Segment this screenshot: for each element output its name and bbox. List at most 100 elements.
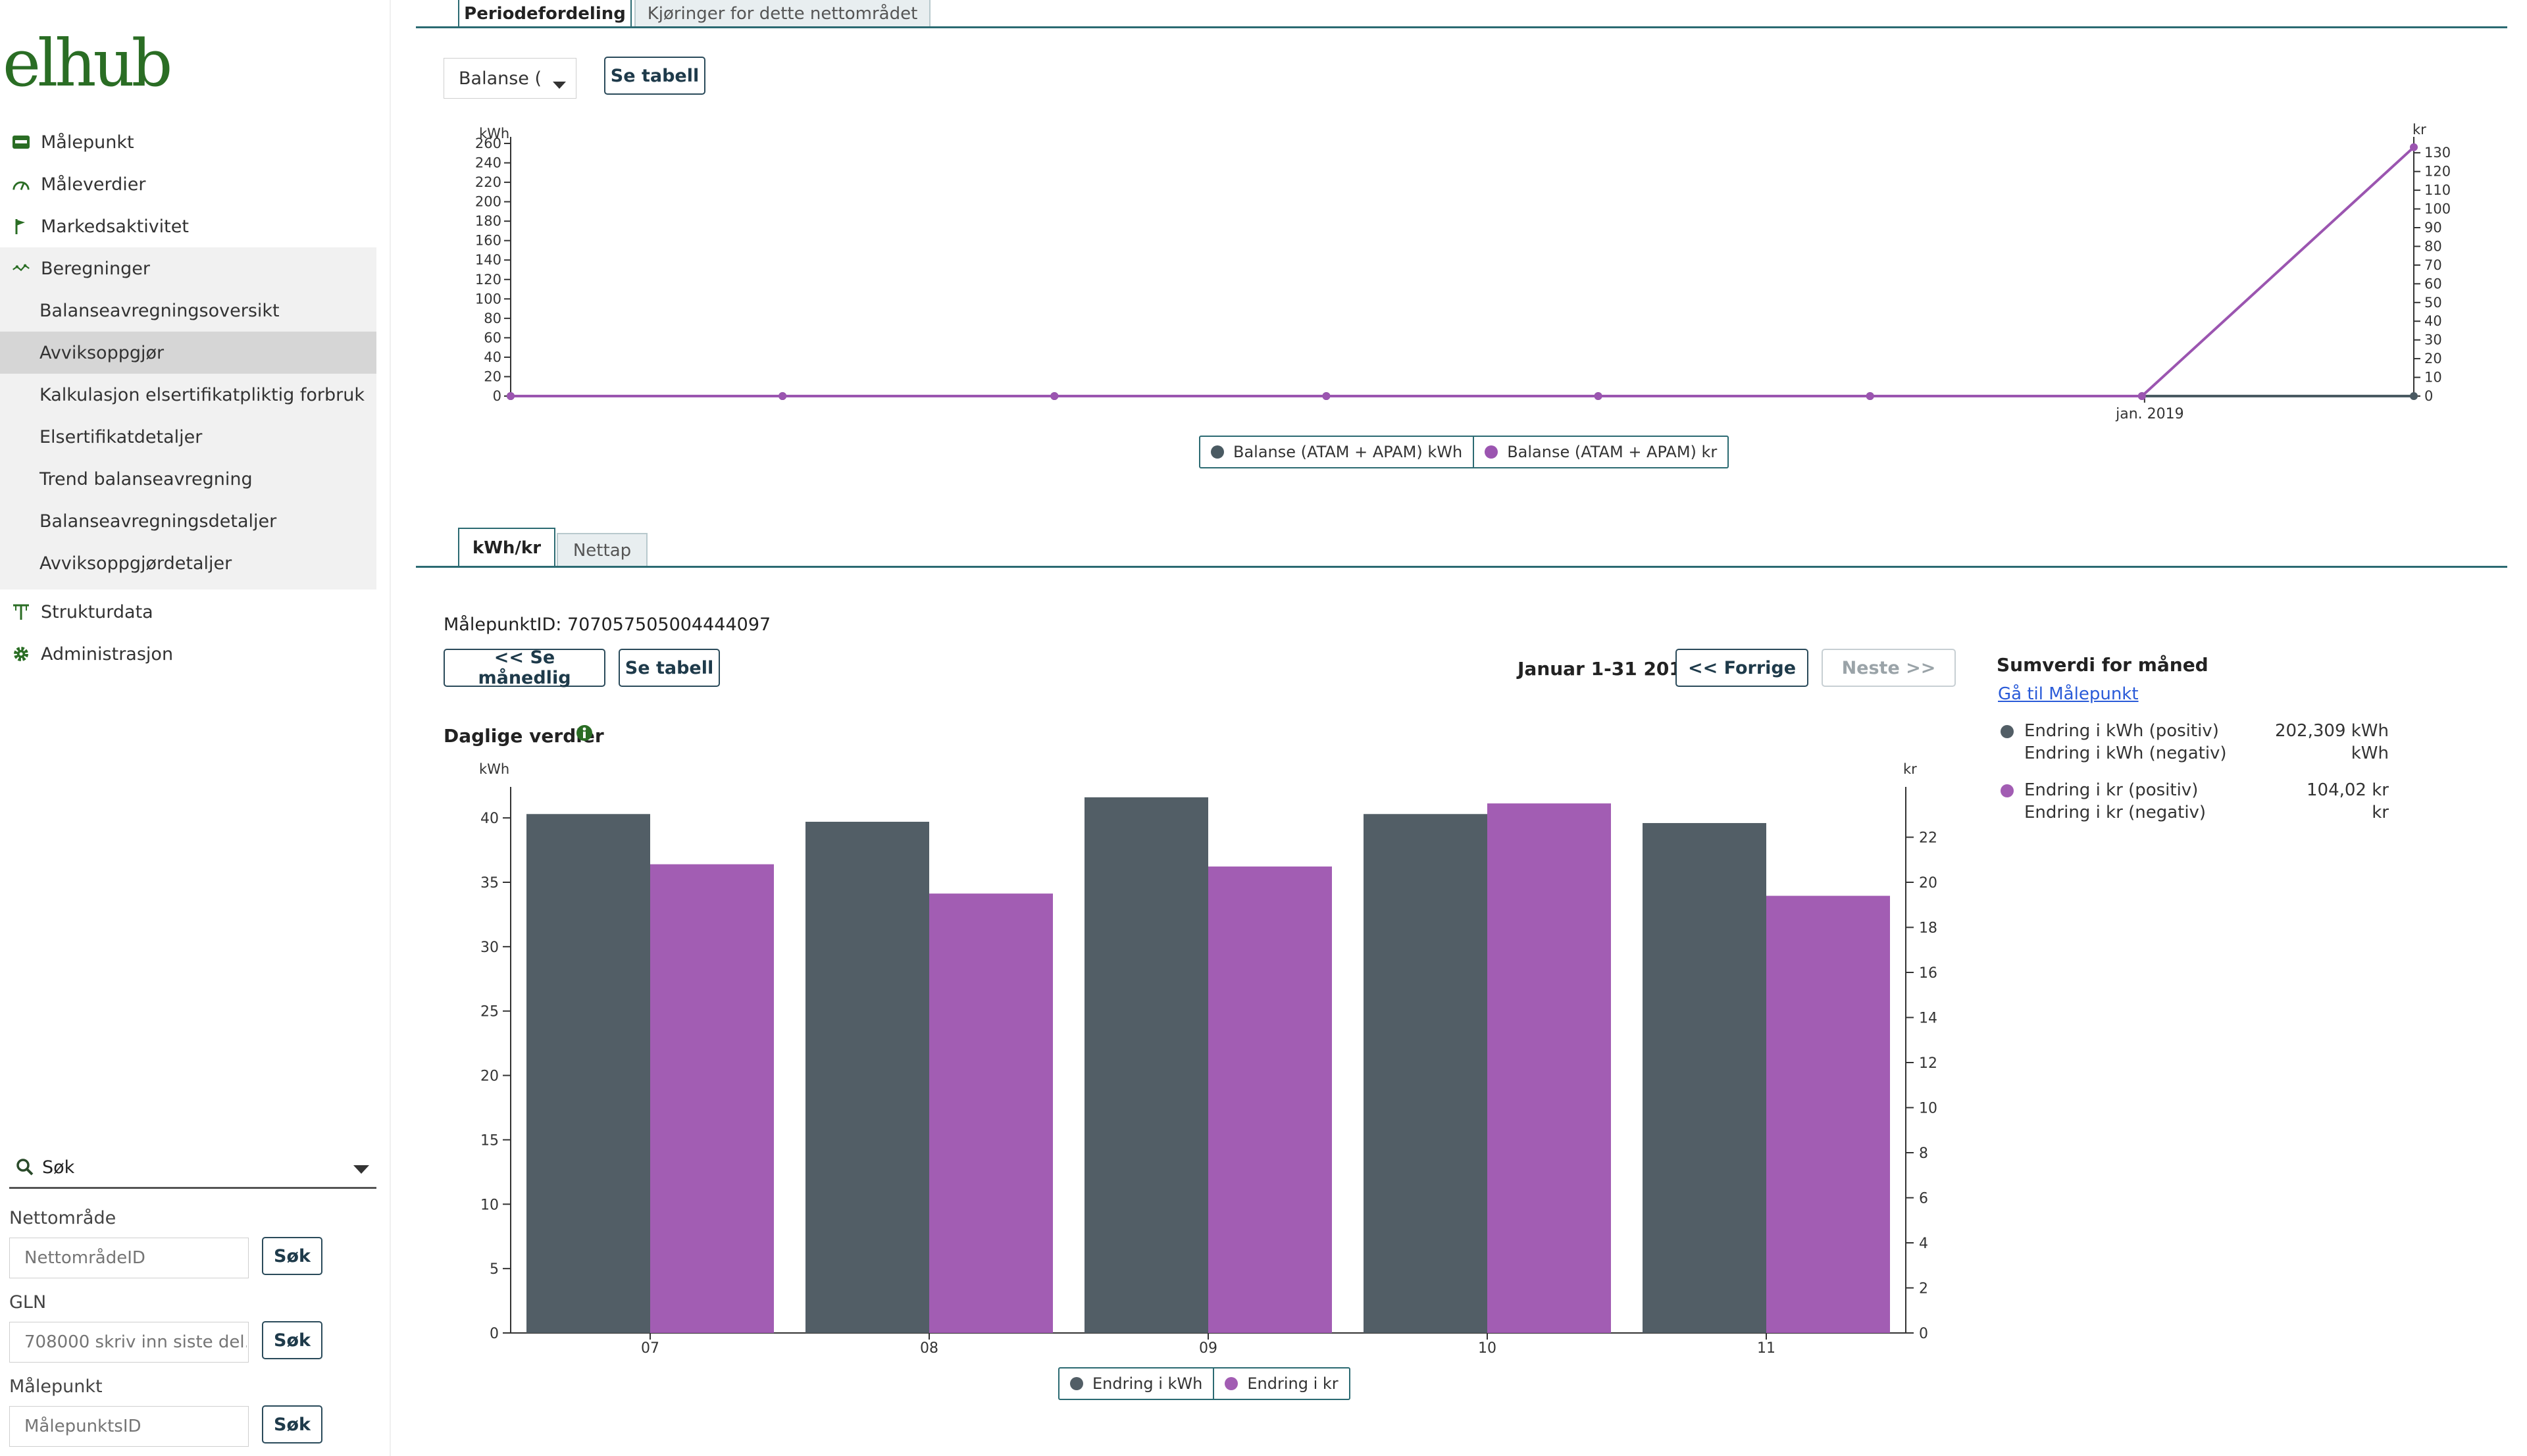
- search-toggle[interactable]: Søk: [9, 1147, 376, 1189]
- x-tick-label: 11: [1757, 1340, 1775, 1357]
- sidebar-item-label: Balanseavregningsoversikt: [39, 300, 280, 321]
- right-tick-label: 20: [1919, 875, 1937, 891]
- nav-item-strukturdata[interactable]: Strukturdata: [0, 591, 376, 633]
- right-tick-label: 8: [1919, 1145, 1928, 1162]
- nav-item-beregninger[interactable]: Beregninger: [0, 247, 376, 289]
- bottom-table-button[interactable]: Se tabell: [619, 649, 720, 687]
- top-table-button[interactable]: Se tabell: [604, 57, 705, 95]
- nav-item-malepunkt[interactable]: Målepunkt: [0, 121, 376, 163]
- tab-nettap[interactable]: Nettap: [557, 533, 648, 567]
- data-point: [2410, 143, 2418, 151]
- sidebar-item-trend-balanseavregning[interactable]: Trend balanseavregning: [0, 458, 376, 500]
- structure-icon: [12, 603, 30, 621]
- summary-value: 202,309 kWh: [2274, 721, 2389, 741]
- right-tick-label: 80: [2424, 238, 2442, 254]
- right-axis-unit: kr: [1903, 761, 1917, 777]
- gauge-icon: [12, 175, 30, 193]
- left-tick-label: 0: [493, 388, 501, 404]
- left-tick-label: 35: [480, 875, 499, 891]
- bar-kwh: [1643, 822, 1766, 1333]
- legend-item-kwh[interactable]: Balanse (ATAM + APAM) kWh: [1200, 437, 1473, 467]
- left-tick-label: 240: [475, 155, 501, 171]
- bar-chart: kWh kr 0 5 10 15 20 25 30 35 40 0 2 4 6 8 10 12 14 16 18 20 22…: [479, 761, 1937, 1357]
- legend-item-kr[interactable]: Balanse (ATAM + APAM) kr: [1473, 437, 1727, 467]
- series-select[interactable]: Balanse (: [444, 58, 576, 99]
- right-tick-label: 14: [1919, 1011, 1937, 1027]
- chevron-down-icon: [552, 74, 567, 95]
- nav-item-label: Målepunkt: [41, 132, 134, 153]
- left-tick-label: 120: [475, 272, 501, 288]
- summary-title: Sumverdi for måned: [1997, 654, 2208, 676]
- bar-kr: [1487, 803, 1611, 1333]
- left-tick-label: 140: [475, 252, 501, 268]
- legend-dot: [1225, 1377, 1238, 1390]
- flag-icon: [12, 217, 30, 236]
- right-tick-label: 50: [2424, 295, 2442, 311]
- left-tick-label: 20: [480, 1068, 499, 1085]
- line-chart: kWh kr02040608010012014016018020022024026…: [475, 122, 2451, 422]
- right-tick-label: 2: [1919, 1281, 1928, 1297]
- right-tick-label: 12: [1919, 1055, 1937, 1072]
- right-tick-label: 120: [2424, 164, 2451, 180]
- left-tick-label: 220: [475, 174, 501, 190]
- sidebar-item-avviksoppgjordetaljer[interactable]: Avviksoppgjørdetaljer: [0, 542, 376, 584]
- nettomrade-search-button[interactable]: Søk: [262, 1237, 322, 1275]
- series-select-value: Balanse (: [459, 68, 542, 89]
- sidebar-item-balanseavregningsdetaljer[interactable]: Balanseavregningsdetaljer: [0, 500, 376, 542]
- sidebar-item-elsertifikatdetaljer[interactable]: Elsertifikatdetaljer: [0, 416, 376, 458]
- nav-item-markedsaktivitet[interactable]: Markedsaktivitet: [0, 205, 376, 247]
- right-axis-unit: kr: [2412, 122, 2426, 138]
- right-tick-label: 4: [1919, 1236, 1928, 1252]
- legend-item-endring-kwh[interactable]: Endring i kWh: [1059, 1368, 1213, 1399]
- sidebar-item-kalkulasjon[interactable]: Kalkulasjon elsertifikatpliktig forbruk: [0, 374, 376, 416]
- nettomrade-input[interactable]: [9, 1238, 249, 1278]
- left-tick-label: 0: [490, 1326, 499, 1342]
- bar-kwh: [526, 814, 650, 1333]
- gln-input[interactable]: [9, 1322, 249, 1363]
- summary-value: kr: [2372, 803, 2389, 822]
- nav-item-maleverdier[interactable]: Måleverdier: [0, 163, 376, 205]
- tab-kjoringer[interactable]: Kjøringer for dette nettområdet: [634, 0, 931, 28]
- right-tick-label: 100: [2424, 201, 2451, 217]
- right-tick-label: 40: [2424, 313, 2442, 329]
- legend-label: Balanse (ATAM + APAM) kr: [1507, 443, 1718, 461]
- tab-periodefordeling[interactable]: Periodefordeling: [458, 0, 632, 28]
- gln-search-button[interactable]: Søk: [262, 1321, 322, 1359]
- next-button[interactable]: Neste >>: [1822, 649, 1956, 687]
- info-icon[interactable]: [575, 724, 594, 745]
- right-tick-label: 130: [2424, 145, 2451, 161]
- tab-kwh-kr[interactable]: kWh/kr: [458, 528, 555, 567]
- left-tick-label: 40: [480, 811, 499, 827]
- monthly-button[interactable]: << Se månedlig: [444, 647, 605, 688]
- legend-dot: [1070, 1377, 1083, 1390]
- nav-item-label: Administrasjon: [41, 643, 174, 665]
- nav-item-label: Beregninger: [41, 258, 150, 279]
- prev-button[interactable]: << Forrige: [1675, 649, 1808, 687]
- sidebar: elhub Målepunkt Måleverdier Markedsaktiv…: [0, 0, 391, 1456]
- period-label: Januar 1-31 2019: [1518, 658, 1695, 680]
- elhub-logo[interactable]: elhub: [3, 26, 172, 101]
- go-to-malepunkt-link[interactable]: Gå til Målepunkt: [1998, 684, 2139, 704]
- malepunkt-input[interactable]: [9, 1406, 249, 1447]
- left-tick-label: 160: [475, 233, 501, 249]
- left-tick-label: 260: [475, 136, 501, 151]
- summary-dot-kr: [2001, 784, 2014, 797]
- right-tick-label: 90: [2424, 220, 2442, 236]
- nav-item-label: Strukturdata: [41, 601, 153, 622]
- sidebar-item-balanseavregningsoversikt[interactable]: Balanseavregningsoversikt: [0, 289, 376, 332]
- bar-kr: [929, 893, 1053, 1333]
- left-tick-label: 5: [490, 1261, 499, 1278]
- bar-kwh: [1364, 814, 1487, 1333]
- malepunkt-search-button[interactable]: Søk: [262, 1405, 322, 1443]
- right-tick-label: 0: [2424, 388, 2433, 404]
- left-tick-label: 180: [475, 213, 501, 229]
- data-point: [507, 392, 515, 400]
- nav-item-administrasjon[interactable]: Administrasjon: [0, 633, 376, 675]
- x-tick-label: 10: [1478, 1340, 1496, 1357]
- gln-label: GLN: [9, 1292, 47, 1313]
- bar-kr: [1208, 866, 1332, 1333]
- right-tick-label: 10: [2424, 370, 2442, 386]
- left-tick-label: 100: [475, 291, 501, 307]
- legend-item-endring-kr[interactable]: Endring i kr: [1213, 1368, 1348, 1399]
- sidebar-item-avviksoppgjor[interactable]: Avviksoppgjør: [0, 332, 376, 374]
